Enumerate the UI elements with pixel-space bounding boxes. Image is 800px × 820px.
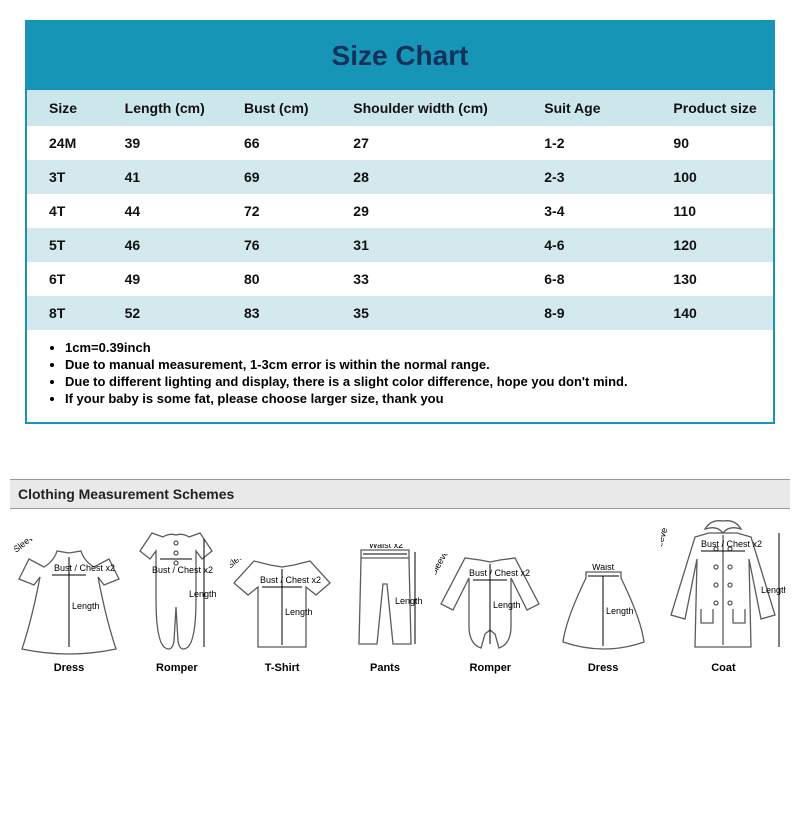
- coat-label: Coat: [661, 662, 786, 674]
- tshirt-icon: Sleeve Bust / Chest x2 Length: [230, 559, 335, 659]
- note-item: If your baby is some fat, please choose …: [65, 391, 755, 406]
- col-bust: Bust (cm): [236, 90, 345, 126]
- table-cell: 35: [345, 296, 514, 330]
- garment-romper: Bust / Chest x2 Length Romper: [134, 529, 219, 674]
- dress2-label: Dress: [556, 662, 651, 674]
- table-cell: 8T: [27, 296, 117, 330]
- size-chart-container: Size Chart Size Length (cm) Bust (cm) Sh…: [25, 20, 775, 424]
- table-row: 3T4169282-3100: [27, 160, 773, 194]
- svg-text:Sleeve: Sleeve: [661, 526, 669, 555]
- table-cell: 1-2: [514, 126, 653, 160]
- table-header-row: Size Length (cm) Bust (cm) Shoulder widt…: [27, 90, 773, 126]
- svg-text:Waist: Waist: [592, 564, 615, 572]
- table-cell: 130: [653, 262, 773, 296]
- col-size: Size: [27, 90, 117, 126]
- table-row: 6T4980336-8130: [27, 262, 773, 296]
- table-cell: 90: [653, 126, 773, 160]
- svg-text:Bust / Chest x2: Bust / Chest x2: [701, 539, 762, 549]
- table-cell: 24M: [27, 126, 117, 160]
- note-item: Due to manual measurement, 1-3cm error i…: [65, 357, 755, 372]
- size-table: Size Length (cm) Bust (cm) Shoulder widt…: [27, 90, 773, 330]
- dress2-icon: Waist Length: [556, 564, 651, 659]
- table-cell: 41: [117, 160, 236, 194]
- romper-icon: Bust / Chest x2 Length: [134, 529, 219, 659]
- svg-text:Waist x2: Waist x2: [369, 544, 403, 550]
- chart-title: Size Chart: [27, 22, 773, 90]
- svg-text:Length: Length: [285, 607, 313, 617]
- table-cell: 110: [653, 194, 773, 228]
- table-cell: 6-8: [514, 262, 653, 296]
- svg-text:Length: Length: [493, 600, 521, 610]
- table-cell: 3T: [27, 160, 117, 194]
- table-cell: 100: [653, 160, 773, 194]
- col-product: Product size: [653, 90, 773, 126]
- table-row: 4T4472293-4110: [27, 194, 773, 228]
- romper-label: Romper: [134, 662, 219, 674]
- table-row: 24M3966271-290: [27, 126, 773, 160]
- table-cell: 33: [345, 262, 514, 296]
- table-cell: 31: [345, 228, 514, 262]
- table-cell: 44: [117, 194, 236, 228]
- svg-text:Length: Length: [606, 606, 634, 616]
- svg-text:Bust / Chest x2: Bust / Chest x2: [260, 575, 321, 585]
- table-row: 5T4676314-6120: [27, 228, 773, 262]
- table-cell: 66: [236, 126, 345, 160]
- coat-icon: Bust / Chest x2 Length Sleeve: [661, 519, 786, 659]
- pants-label: Pants: [345, 662, 425, 674]
- table-cell: 6T: [27, 262, 117, 296]
- table-cell: 3-4: [514, 194, 653, 228]
- svg-text:Sleeve: Sleeve: [230, 559, 252, 571]
- note-item: 1cm=0.39inch: [65, 340, 755, 355]
- dress-icon: Sleeve Bust / Chest x2 Length: [14, 539, 124, 659]
- col-age: Suit Age: [514, 90, 653, 126]
- garment-pants: Waist x2 Length Pants: [345, 544, 425, 674]
- table-cell: 69: [236, 160, 345, 194]
- table-cell: 4-6: [514, 228, 653, 262]
- table-cell: 46: [117, 228, 236, 262]
- svg-text:Bust / Chest x2: Bust / Chest x2: [469, 568, 530, 578]
- table-cell: 49: [117, 262, 236, 296]
- measurement-schemes: Clothing Measurement Schemes Sleeve Bust…: [10, 479, 790, 674]
- table-cell: 52: [117, 296, 236, 330]
- svg-text:Length: Length: [761, 585, 786, 595]
- table-cell: 28: [345, 160, 514, 194]
- table-cell: 2-3: [514, 160, 653, 194]
- svg-text:Sleeve: Sleeve: [435, 554, 450, 577]
- svg-text:Sleeve: Sleeve: [14, 539, 39, 555]
- garment-tshirt: Sleeve Bust / Chest x2 Length T-Shirt: [230, 559, 335, 674]
- notes-list: 1cm=0.39inch Due to manual measurement, 1…: [27, 330, 773, 422]
- romper2-label: Romper: [435, 662, 545, 674]
- garment-dress: Sleeve Bust / Chest x2 Length Dress: [14, 539, 124, 674]
- table-cell: 120: [653, 228, 773, 262]
- table-cell: 83: [236, 296, 345, 330]
- table-cell: 29: [345, 194, 514, 228]
- table-cell: 80: [236, 262, 345, 296]
- pants-icon: Waist x2 Length: [345, 544, 425, 659]
- table-cell: 5T: [27, 228, 117, 262]
- table-cell: 72: [236, 194, 345, 228]
- table-cell: 39: [117, 126, 236, 160]
- table-cell: 140: [653, 296, 773, 330]
- svg-text:Length: Length: [395, 596, 423, 606]
- svg-text:Bust / Chest x2: Bust / Chest x2: [54, 563, 115, 573]
- schemes-heading: Clothing Measurement Schemes: [10, 479, 790, 509]
- garment-romper2: Bust / Chest x2 Length Sleeve Romper: [435, 554, 545, 674]
- table-row: 8T5283358-9140: [27, 296, 773, 330]
- svg-text:Length: Length: [72, 601, 100, 611]
- table-cell: 8-9: [514, 296, 653, 330]
- dress-label: Dress: [14, 662, 124, 674]
- garment-dress2: Waist Length Dress: [556, 564, 651, 674]
- note-item: Due to different lighting and display, t…: [65, 374, 755, 389]
- garment-coat: Bust / Chest x2 Length Sleeve Coat: [661, 519, 786, 674]
- romper2-icon: Bust / Chest x2 Length Sleeve: [435, 554, 545, 659]
- tshirt-label: T-Shirt: [230, 662, 335, 674]
- col-length: Length (cm): [117, 90, 236, 126]
- col-shoulder: Shoulder width (cm): [345, 90, 514, 126]
- svg-text:Length: Length: [189, 589, 217, 599]
- table-cell: 76: [236, 228, 345, 262]
- table-cell: 4T: [27, 194, 117, 228]
- table-cell: 27: [345, 126, 514, 160]
